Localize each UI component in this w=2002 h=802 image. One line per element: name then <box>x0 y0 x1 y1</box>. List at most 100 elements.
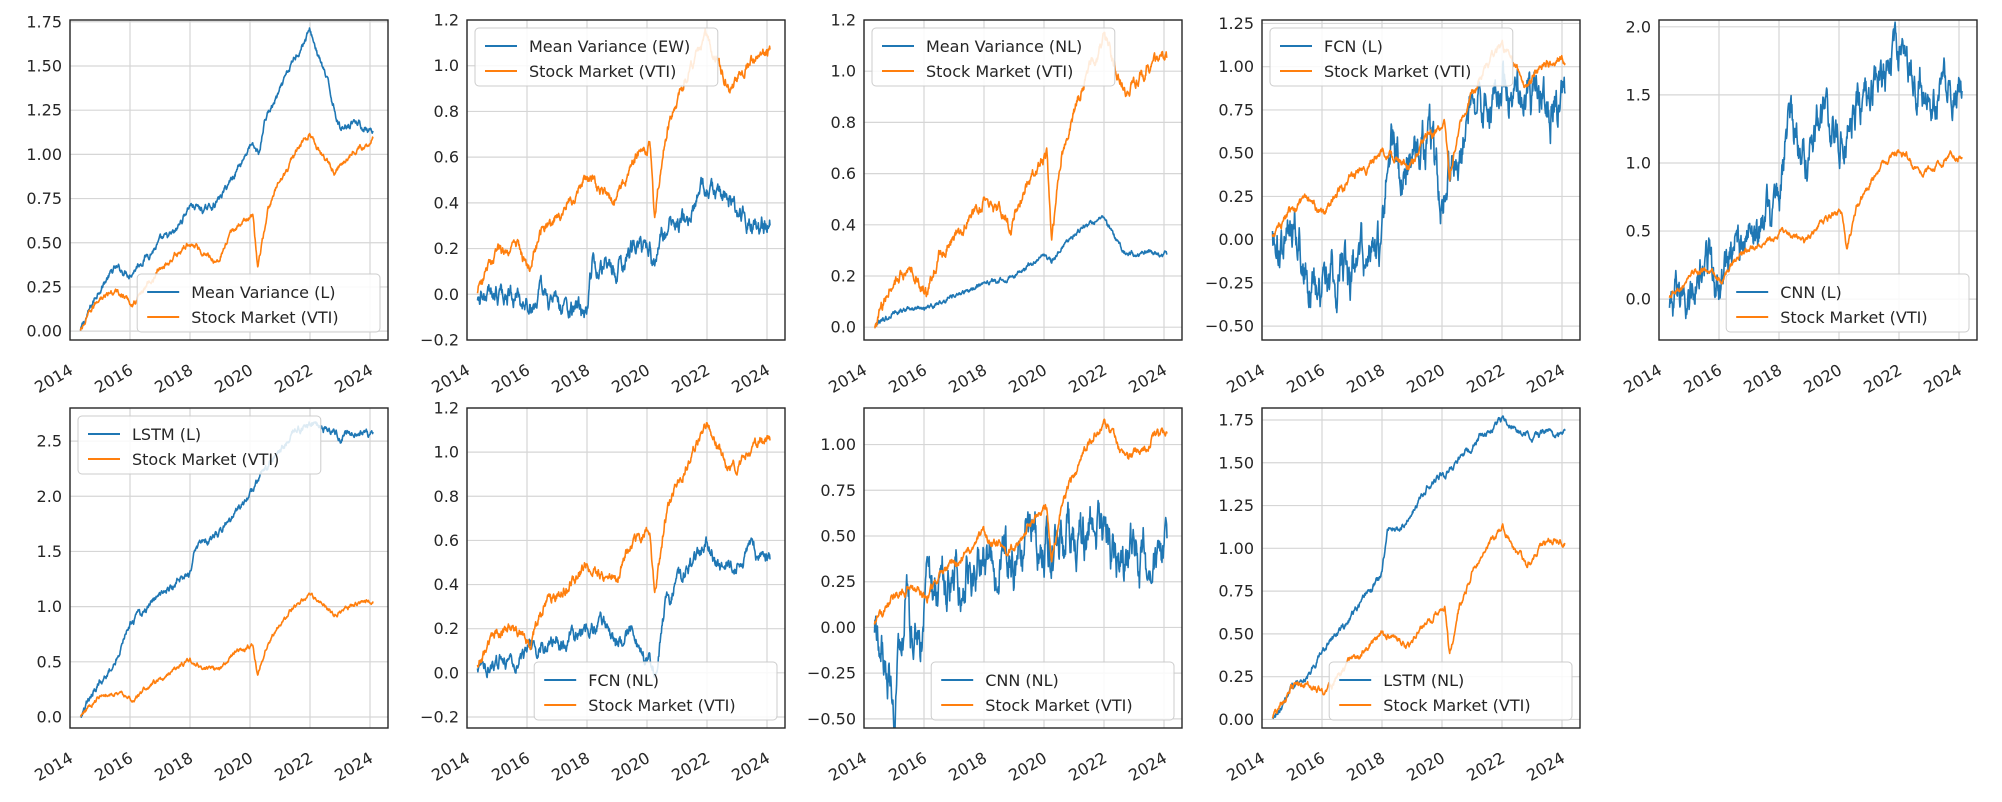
subplot-1: 2014 2016 2018 2020 2022 2024 0.00 0.25 0.50 0.75… <box>26 12 389 397</box>
x-tick-label: 2024 <box>331 748 376 785</box>
y-tick-label: 0.6 <box>831 164 856 183</box>
axes-frame <box>1658 19 1978 341</box>
y-tick-label: 0.00 <box>26 322 62 341</box>
x-tick-label: 2020 <box>608 360 653 397</box>
legend-label: Stock Market (VTI) <box>132 450 279 469</box>
x-tick-label: 2022 <box>271 360 316 397</box>
series-line-model <box>476 536 771 679</box>
y-tick-label: 0.6 <box>434 531 459 550</box>
legend: Mean Variance (L) Stock Market (VTI) <box>136 273 381 333</box>
x-tick-label: 2020 <box>608 748 653 785</box>
y-tick-label: 0.4 <box>434 193 459 212</box>
y-tick-label: 1.75 <box>1218 410 1254 429</box>
y-tick-label: −0.50 <box>1205 317 1254 336</box>
y-tick-label: 1.0 <box>434 56 459 75</box>
y-tick-label: 0.2 <box>831 267 856 286</box>
legend-label: Stock Market (VTI) <box>1780 308 1927 327</box>
legend-label: FCN (L) <box>1324 37 1383 56</box>
x-tick-label: 2016 <box>1283 748 1328 785</box>
axes-frame <box>69 407 389 729</box>
x-tick-label: 2016 <box>1680 360 1725 397</box>
legend-label: Mean Variance (L) <box>191 283 335 302</box>
y-tick-label: 1.2 <box>434 11 459 30</box>
y-tick-label: 1.2 <box>434 399 459 418</box>
subplot-5: 2014 2016 2018 2020 2022 2024 0.0 0.5 1.0 1.5 2.0 C… <box>1620 17 1978 397</box>
y-tick-label: 0.8 <box>831 113 856 132</box>
y-tick-label: 0.50 <box>1218 624 1254 643</box>
y-tick-label: 1.50 <box>1218 453 1254 472</box>
legend: Mean Variance (EW) Stock Market (VTI) <box>474 27 719 87</box>
y-tick-label: 0.0 <box>37 707 62 726</box>
y-tick-label: 1.0 <box>1626 153 1651 172</box>
y-tick-label: 1.25 <box>1218 496 1254 515</box>
y-tick-label: 1.0 <box>434 443 459 462</box>
x-tick-label: 2016 <box>885 748 930 785</box>
legend-box <box>533 661 778 721</box>
axes-frame <box>466 19 786 341</box>
legend-box <box>871 27 1116 87</box>
y-tick-label: 0.8 <box>434 487 459 506</box>
x-tick-label: 2018 <box>151 748 196 785</box>
x-tick-label: 2020 <box>1005 748 1050 785</box>
x-tick-label: 2020 <box>1800 360 1845 397</box>
series-line-market <box>79 592 374 718</box>
x-tick-label: 2020 <box>211 360 256 397</box>
x-tick-label: 2018 <box>151 360 196 397</box>
axes-frame <box>863 407 1183 729</box>
x-tick-label: 2014 <box>1223 748 1268 785</box>
y-tick-label: 1.00 <box>820 435 856 454</box>
x-tick-label: 2016 <box>91 748 136 785</box>
series-line-model <box>874 215 1168 329</box>
axes-frame <box>863 19 1183 341</box>
y-tick-label: −0.2 <box>420 331 459 350</box>
y-tick-label: 1.00 <box>1218 539 1254 558</box>
x-tick-label: 2022 <box>271 748 316 785</box>
axes-frame <box>1261 407 1581 729</box>
y-tick-label: 1.00 <box>26 145 62 164</box>
y-tick-label: 0.00 <box>820 618 856 637</box>
x-tick-label: 2022 <box>668 360 713 397</box>
subplot-3: 2014 2016 2018 2020 2022 2024 0.0 0.2 0.4 0.6 0.8 1… <box>825 11 1183 397</box>
x-tick-label: 2014 <box>428 748 473 785</box>
y-tick-label: 0.0 <box>434 285 459 304</box>
x-tick-label: 2018 <box>945 748 990 785</box>
y-tick-label: 1.75 <box>26 12 62 31</box>
series-line-model <box>1271 415 1566 720</box>
y-tick-label: 0.50 <box>26 233 62 252</box>
subplot-4: 2014 2016 2018 2020 2022 2024 −0.50 −0.25 0.00 0.… <box>1205 14 1581 397</box>
x-tick-label: 2014 <box>1223 360 1268 397</box>
x-tick-label: 2022 <box>1463 748 1508 785</box>
y-tick-label: −0.25 <box>1205 273 1254 292</box>
series-line-model <box>873 499 1168 728</box>
subplot-8: 2014 2016 2018 2020 2022 2024 −0.50 −0.25 0.00 0.… <box>807 407 1183 785</box>
x-tick-label: 2022 <box>1463 360 1508 397</box>
x-tick-label: 2018 <box>945 360 990 397</box>
x-tick-label: 2022 <box>1065 360 1110 397</box>
x-tick-label: 2018 <box>548 360 593 397</box>
y-tick-label: 0.25 <box>26 277 62 296</box>
legend: CNN (L) Stock Market (VTI) <box>1725 273 1970 333</box>
x-tick-label: 2020 <box>211 748 256 785</box>
subplot-6: 2014 2016 2018 2020 2022 2024 0.0 0.5 1.0 1.5 2.0 2… <box>31 407 389 785</box>
legend-label: Stock Market (VTI) <box>191 308 338 327</box>
x-tick-label: 2024 <box>1125 360 1170 397</box>
legend-box <box>1725 273 1970 333</box>
y-tick-label: 2.0 <box>1626 17 1651 36</box>
y-tick-label: 0.75 <box>820 481 856 500</box>
legend-label: LSTM (NL) <box>1383 671 1464 690</box>
x-tick-label: 2022 <box>1065 748 1110 785</box>
y-tick-label: 0.25 <box>1218 187 1254 206</box>
x-tick-label: 2024 <box>1523 748 1568 785</box>
series-line-market <box>873 418 1168 625</box>
series-line-model <box>1271 60 1566 314</box>
y-tick-label: 0.5 <box>37 652 62 671</box>
x-tick-label: 2016 <box>1283 360 1328 397</box>
x-tick-label: 2018 <box>548 748 593 785</box>
y-tick-label: 1.25 <box>1218 14 1254 33</box>
x-tick-label: 2020 <box>1403 748 1448 785</box>
y-tick-label: 0.75 <box>1218 100 1254 119</box>
y-tick-label: 0.2 <box>434 239 459 258</box>
series-line-market <box>1271 39 1566 238</box>
x-tick-label: 2024 <box>728 748 773 785</box>
legend-label: Mean Variance (NL) <box>926 37 1082 56</box>
